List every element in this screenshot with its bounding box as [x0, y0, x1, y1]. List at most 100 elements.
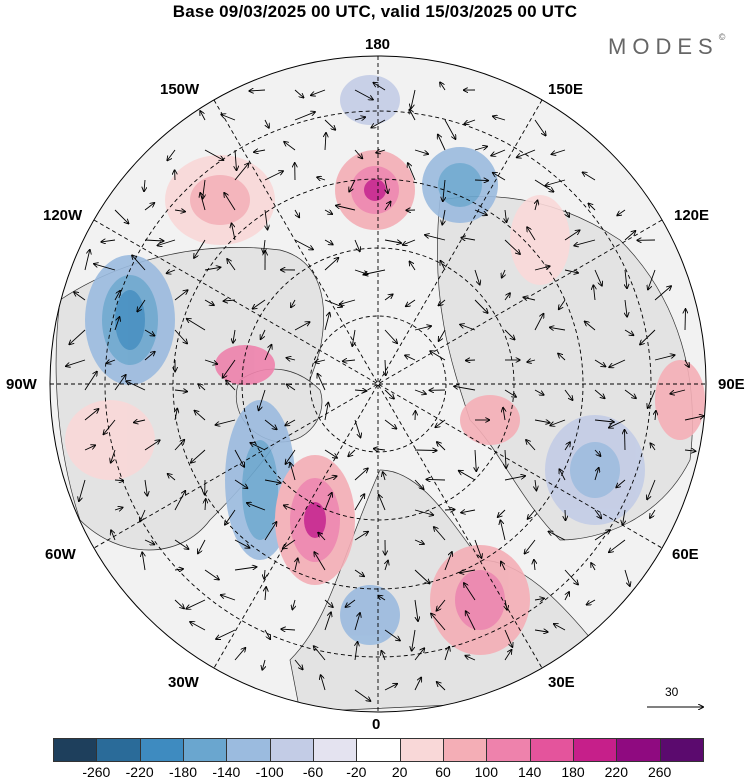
wind-vector: [324, 313, 330, 331]
wind-vector: [504, 476, 525, 481]
wind-vector: [461, 510, 476, 513]
wind-vector: [294, 112, 315, 121]
wind-vector: [249, 90, 266, 91]
colorbar-cell: [183, 738, 228, 762]
wind-vector: [625, 299, 627, 317]
wind-vector: [354, 117, 365, 120]
wind-vector: [204, 299, 214, 305]
wind-vector: [504, 329, 515, 340]
wind-vector: [550, 327, 566, 330]
wind-vector: [224, 300, 236, 301]
wind-vector: [588, 204, 596, 211]
colorbar-cell: [529, 738, 574, 762]
wind-vector: [354, 569, 364, 576]
wind-vector: [412, 629, 416, 651]
wind-vector: [564, 592, 569, 601]
lon-label-90w: 90W: [6, 376, 37, 393]
wind-vector: [354, 239, 360, 251]
wind-vector: [354, 149, 362, 158]
wind-vector: [294, 239, 313, 250]
colorbar: [53, 738, 704, 762]
wind-vector: [349, 179, 356, 192]
wind-vector: [574, 239, 596, 246]
wind-vector: [460, 570, 476, 573]
wind-vector: [593, 285, 595, 301]
wind-vector: [461, 238, 476, 240]
wind-vector: [200, 193, 206, 211]
wind-vector: [414, 479, 424, 489]
wind-vector: [114, 375, 126, 391]
wind-vector: [414, 450, 437, 451]
wind-vector: [505, 209, 507, 222]
wind-vector: [114, 317, 120, 331]
wind-vector: [414, 599, 418, 621]
wind-vector: [174, 539, 189, 549]
wind-vector: [385, 359, 386, 375]
wind-vector: [264, 629, 270, 639]
wind-vector: [226, 380, 236, 391]
wind-vector: [435, 419, 446, 427]
colorbar-tick-label: 20: [391, 764, 408, 780]
colorbar-cell: [356, 738, 401, 762]
wind-vector: [233, 329, 235, 343]
wind-vector: [144, 203, 154, 211]
wind-vector: [198, 384, 206, 391]
wind-vector: [684, 450, 696, 451]
wind-vector: [324, 599, 333, 607]
wind-vector: [594, 509, 601, 518]
wind-vector: [438, 135, 446, 151]
wind-vector: [168, 474, 176, 481]
wind-vector: [384, 329, 397, 343]
wind-vector: [527, 360, 536, 362]
wind-vector: [354, 468, 368, 481]
wind-vector: [324, 239, 333, 245]
wind-vector: [384, 629, 400, 641]
wind-vector: [284, 505, 296, 511]
wind-vector: [444, 119, 456, 139]
wind-vector: [286, 449, 296, 464]
wind-vector: [84, 372, 97, 391]
wind-vector: [414, 648, 424, 661]
wind-vector: [430, 351, 446, 361]
wind-vector: [609, 419, 626, 428]
wind-vector: [343, 360, 356, 361]
wind-vector: [158, 239, 176, 246]
wind-vector: [616, 479, 626, 487]
wind-vector: [140, 509, 146, 521]
wind-vector: [425, 235, 446, 241]
lon-label-150e: 150E: [548, 81, 584, 98]
wind-vector: [528, 509, 536, 519]
wind-vector: [583, 172, 596, 181]
wind-vector: [384, 389, 394, 399]
wind-vector: [466, 611, 476, 631]
lon-label-150w: 150W: [160, 81, 200, 98]
wind-vector: [466, 360, 476, 361]
wind-vector: [106, 360, 116, 363]
wind-vector: [114, 209, 129, 224]
wind-vector: [294, 322, 310, 331]
lon-label-30e: 30E: [548, 674, 575, 691]
wind-vector: [376, 150, 386, 153]
wind-vector: [174, 390, 187, 392]
wind-vector: [503, 408, 505, 421]
wind-vector: [474, 299, 488, 313]
wind-vector: [444, 552, 452, 571]
wind-vector: [324, 449, 337, 458]
wind-vector: [414, 149, 428, 154]
wind-vector: [559, 469, 566, 481]
wind-vector: [564, 270, 578, 273]
wind-vector: [440, 82, 446, 91]
wind-vector: [232, 223, 236, 241]
lon-label-0: 0: [372, 716, 381, 733]
wind-vector: [384, 202, 391, 211]
wind-vector: [535, 479, 536, 490]
wind-vector: [565, 209, 569, 217]
wind-vector: [564, 569, 578, 585]
wind-vector: [414, 539, 424, 544]
wind-vector: [223, 359, 236, 378]
wind-vector: [383, 472, 385, 481]
wind-vector: [175, 409, 177, 421]
wind-vector: [474, 269, 480, 285]
wind-vector: [501, 562, 506, 571]
wind-vector: [234, 539, 250, 548]
